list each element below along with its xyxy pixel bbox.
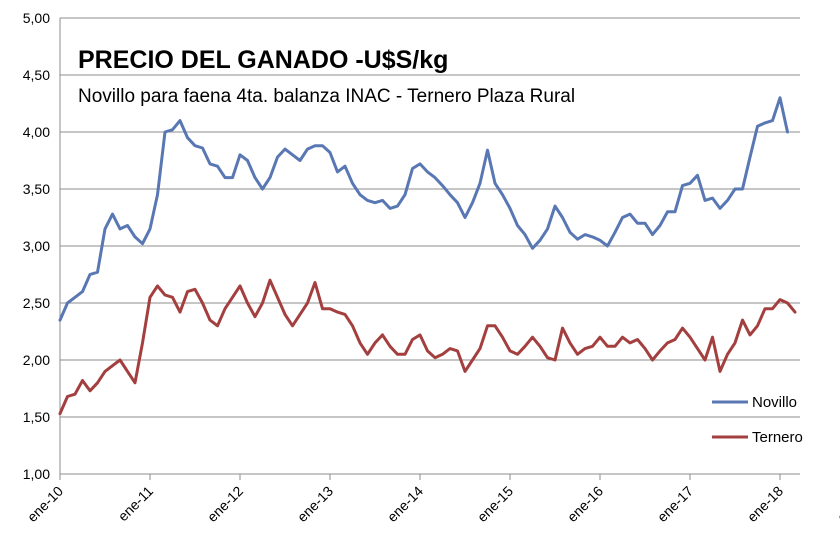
chart-title: PRECIO DEL GANADO -U$S/kg (78, 46, 448, 74)
series-line-novillo (58, 96, 789, 322)
y-tick-label: 1,00 (23, 466, 50, 482)
y-tick-label: 1,50 (23, 409, 50, 425)
y-tick-label: 2,00 (23, 352, 50, 368)
y-tick-label: 4,50 (23, 67, 50, 83)
y-tick-labels: 1,00 1,50 2,00 2,50 3,00 3,50 4,00 4,50 5,00 (23, 10, 50, 482)
legend-label-ternero: Ternero (752, 429, 803, 446)
legend-label-novillo: Novillo (752, 394, 797, 411)
legend: Novillo Ternero (712, 394, 803, 446)
series-line-ternero (58, 278, 797, 416)
y-tick-label: 3,50 (23, 181, 50, 197)
series-lines (58, 96, 797, 416)
y-tick-label: 4,00 (23, 124, 50, 140)
y-tick-label: 5,00 (23, 10, 50, 26)
y-tick-label: 2,50 (23, 295, 50, 311)
chart-subtitle: Novillo para faena 4ta. balanza INAC - T… (78, 86, 575, 107)
axes (59, 18, 800, 475)
y-tick-label: 3,00 (23, 238, 50, 254)
